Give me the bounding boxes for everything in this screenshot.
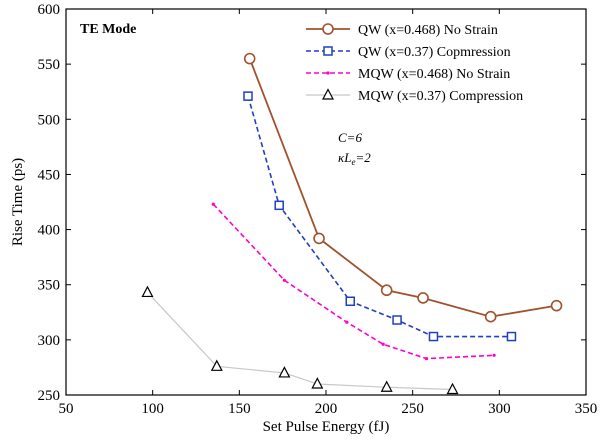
legend: QW (x=0.468) No Strain QW (x=0.37) Copmre… — [306, 23, 523, 104]
x-tick-label: 250 — [401, 401, 424, 417]
data-point — [345, 296, 356, 307]
series-line — [147, 292, 453, 391]
kl-annotation-rest: =2 — [355, 150, 371, 165]
kl-annotation-k: κL — [338, 150, 351, 165]
kl-annotation-sub: e — [351, 157, 355, 167]
data-point — [550, 299, 563, 312]
data-point — [243, 52, 256, 65]
data-point — [274, 200, 284, 211]
data-point — [141, 285, 154, 298]
legend-label: MQW (x=0.37) Compression — [358, 89, 523, 104]
data-point — [380, 284, 393, 297]
legend-marker — [326, 71, 330, 75]
data-point — [313, 232, 325, 245]
x-tick-label: 350 — [575, 401, 598, 417]
series-line — [247, 95, 512, 338]
data-point — [210, 359, 223, 371]
data-point — [345, 320, 349, 324]
data-point — [278, 366, 291, 378]
data-point — [484, 310, 497, 323]
x-tick-label: 150 — [228, 401, 251, 417]
y-tick-label: 300 — [38, 333, 61, 349]
legend-marker — [322, 88, 334, 100]
x-axis-title: Set Pulse Energy (fJ) — [263, 419, 390, 435]
series-4 — [141, 285, 459, 395]
data-point — [282, 278, 286, 282]
x-tick-label: 200 — [315, 401, 338, 417]
data-point — [417, 292, 429, 304]
series-3 — [211, 202, 496, 361]
data-point — [392, 315, 402, 325]
y-tick-label: 250 — [38, 388, 61, 404]
series-line — [248, 58, 557, 318]
data-point — [311, 377, 324, 389]
c-annotation: C=6 — [338, 130, 362, 145]
series-2 — [243, 91, 517, 342]
x-tick-label: 100 — [141, 401, 164, 417]
y-tick-label: 600 — [38, 2, 61, 18]
x-tick-label: 300 — [488, 401, 511, 417]
legend-label: MQW (x=0.468) No Strain — [358, 67, 510, 82]
y-tick-label: 500 — [38, 112, 61, 128]
series-layer — [141, 52, 563, 395]
axis-ticks: 50 100 150 200 250 300 350 250 300 350 400 450 500 55… — [38, 2, 598, 417]
data-point — [381, 342, 385, 346]
kl-annotation: κLe=2 — [338, 150, 371, 167]
series-line — [212, 203, 495, 360]
y-tick-label: 450 — [38, 167, 61, 183]
y-tick-label: 400 — [38, 223, 61, 239]
data-point — [211, 202, 215, 206]
y-tick-label: 550 — [38, 57, 61, 73]
y-axis-title: Rise Time (ps) — [10, 158, 26, 246]
data-point — [492, 353, 496, 357]
data-point — [380, 380, 393, 392]
data-point — [428, 331, 439, 342]
legend-entry: MQW (x=0.37) Compression — [306, 88, 523, 104]
series-1 — [243, 52, 563, 323]
legend-entry: MQW (x=0.468) No Strain — [306, 67, 510, 82]
legend-entry: QW (x=0.37) Copmression — [306, 45, 511, 60]
data-point — [243, 91, 253, 101]
legend-entry: QW (x=0.468) No Strain — [306, 23, 498, 38]
legend-label: QW (x=0.37) Copmression — [358, 45, 511, 60]
x-tick-label: 50 — [59, 401, 74, 417]
data-point — [506, 331, 517, 342]
legend-label: QW (x=0.468) No Strain — [358, 23, 498, 38]
mode-annotation: TE Mode — [80, 22, 136, 37]
data-point — [446, 382, 459, 395]
data-point — [424, 357, 429, 361]
y-tick-label: 350 — [38, 278, 61, 294]
legend-marker — [323, 46, 333, 56]
legend-marker — [322, 23, 334, 35]
